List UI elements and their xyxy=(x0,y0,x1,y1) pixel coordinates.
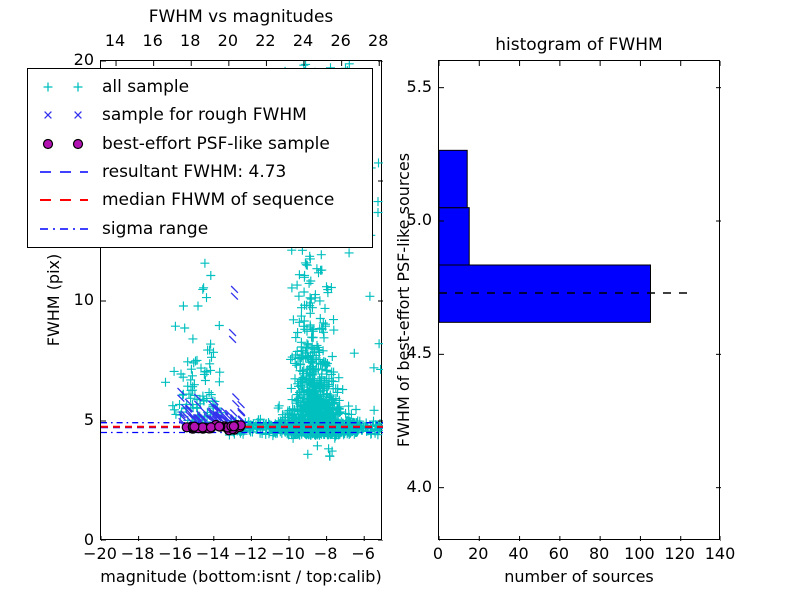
right-xaxis-label: number of sources xyxy=(504,567,654,586)
left-xaxis-label: magnitude (bottom:isnt / top:calib) xyxy=(100,567,382,586)
right-xtick-label: 100 xyxy=(624,544,655,563)
top-xtick-label: 24 xyxy=(292,31,314,50)
legend-dashdot-marker-icon xyxy=(36,219,94,239)
legend-entry: best-effort PSF-like sample xyxy=(28,131,372,157)
left-xtick-label: −14 xyxy=(195,544,230,563)
legend-entry-label: sample for rough FWHM xyxy=(102,105,307,126)
legend-entry-label: median FHWM of sequence xyxy=(102,190,335,211)
right-ytick-label: 4.0 xyxy=(406,476,432,496)
legend-entry: all sample xyxy=(28,74,372,100)
top-xtick-label: 28 xyxy=(368,31,389,50)
left-ytick-label: 0 xyxy=(83,530,94,549)
right-xtick-label: 0 xyxy=(432,544,444,563)
psf-like-marker xyxy=(205,422,217,433)
scatter-canvas xyxy=(101,61,383,541)
legend: all sample sample for rough FWHM best-effo… xyxy=(27,68,373,248)
top-xtick-label: 26 xyxy=(330,31,351,50)
left-xtick-label: −12 xyxy=(233,544,268,563)
left-plot-title: FWHM vs magnitudes xyxy=(148,7,334,27)
legend-entry-label: resultant FWHM: 4.73 xyxy=(102,162,287,183)
legend-dashed-marker-icon xyxy=(36,190,94,210)
legend-dashed-marker-icon xyxy=(36,162,94,182)
legend-cross-marker-icon xyxy=(36,105,94,125)
left-xtick-label: −20 xyxy=(83,544,117,563)
left-xtick-label: −6 xyxy=(351,544,375,563)
top-xtick-label: 22 xyxy=(255,31,276,50)
right-ytick-label: 5.0 xyxy=(406,210,432,229)
psf-like-marker xyxy=(228,421,239,432)
psf-like-marker xyxy=(214,421,225,432)
top-xtick-label: 14 xyxy=(104,31,126,50)
legend-entry-label: all sample xyxy=(102,77,190,98)
legend-circle-marker-icon xyxy=(36,134,94,154)
left-ytick-label: 5 xyxy=(83,410,94,429)
right-xtick-label: 40 xyxy=(508,544,529,563)
left-xtick-label: −16 xyxy=(158,544,193,563)
right-xtick-label: 80 xyxy=(588,544,610,563)
legend-entry: resultant FWHM: 4.73 xyxy=(28,159,372,185)
right-ytick-label: 4.5 xyxy=(406,343,432,363)
left-ytick-label: 20 xyxy=(73,50,94,69)
legend-entry-label: best-effort PSF-like sample xyxy=(102,133,330,154)
histogram-bar xyxy=(439,149,468,209)
right-plot-title: histogram of FWHM xyxy=(495,35,663,55)
top-xtick-label: 18 xyxy=(180,31,201,50)
right-yaxis-label: FWHM of best-effort PSF-like sources xyxy=(394,152,413,448)
histogram-bar xyxy=(439,207,470,266)
right-xtick-label: 20 xyxy=(468,544,489,563)
legend-plus-marker-icon xyxy=(36,77,94,97)
histogram-canvas xyxy=(439,61,721,541)
right-xtick-label: 120 xyxy=(664,544,695,563)
left-xtick-label: −18 xyxy=(120,544,155,563)
left-ytick-label: 10 xyxy=(73,290,94,309)
right-axes-histogram xyxy=(438,60,721,541)
right-xtick-label: 140 xyxy=(704,544,736,563)
psf-like-marker xyxy=(189,421,200,432)
legend-entry: sample for rough FWHM xyxy=(28,102,372,128)
legend-entry: median FHWM of sequence xyxy=(28,187,372,213)
left-xtick-label: −8 xyxy=(313,544,338,563)
right-xtick-label: 60 xyxy=(548,544,570,563)
left-xtick-label: −10 xyxy=(271,544,305,563)
legend-entry-label: sigma range xyxy=(102,218,209,239)
top-xtick-label: 16 xyxy=(142,31,163,50)
right-ytick-label: 5.5 xyxy=(406,76,432,96)
top-xtick-label: 20 xyxy=(217,31,238,50)
legend-entry: sigma range xyxy=(28,216,372,242)
